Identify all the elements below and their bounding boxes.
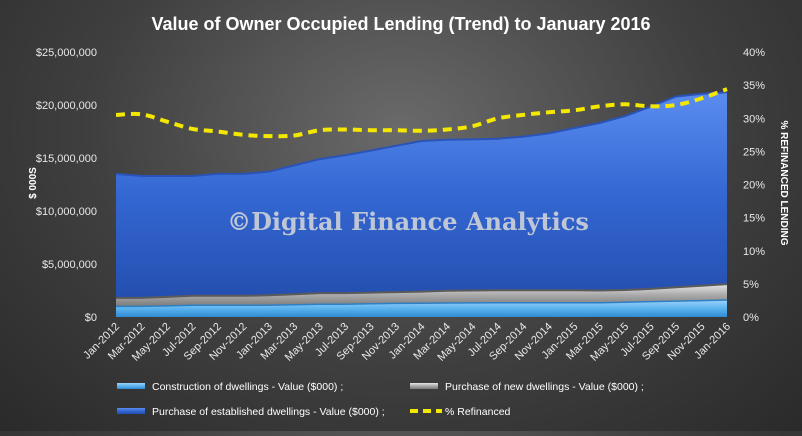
chart-title: Value of Owner Occupied Lending (Trend) … xyxy=(151,14,650,34)
legend-label-construction: Construction of dwellings - Value ($000)… xyxy=(152,381,343,393)
y2-axis-ticks: 0% 5% 10% 15% 20% 25% 30% 35% 40% xyxy=(743,47,765,324)
y-tick-label: $25,000,000 xyxy=(36,47,97,59)
y2-tick-label: 20% xyxy=(743,180,765,192)
y2-tick-label: 15% xyxy=(743,213,765,225)
y2-axis-title: % REFINANCED LENDING xyxy=(778,120,789,245)
y2-tick-label: 10% xyxy=(743,246,765,258)
legend-swatch-new-dwellings xyxy=(410,383,438,389)
stacked-areas xyxy=(115,91,728,317)
edge-construction xyxy=(116,299,728,308)
legend-swatch-construction xyxy=(117,383,145,389)
area-new-dwellings xyxy=(116,284,727,307)
edge-new-dwellings xyxy=(116,283,728,299)
y-axis-ticks: $0 $5,000,000 $10,000,000 $15,000,000 $20,00… xyxy=(36,47,97,324)
legend-swatch-established-dwellings xyxy=(117,408,145,414)
y-axis-title: $ 000S xyxy=(28,167,39,199)
line-refinanced xyxy=(115,87,728,139)
y2-tick-label: 35% xyxy=(743,80,765,92)
y2-tick-label: 30% xyxy=(743,113,765,125)
area-established-dwellings xyxy=(116,92,727,298)
y-tick-label: $20,000,000 xyxy=(36,100,97,112)
edge-established-dwellings xyxy=(115,91,728,177)
legend-label-new-dwellings: Purchase of new dwellings - Value ($000)… xyxy=(445,381,644,393)
legend-label-established-dwellings: Purchase of established dwellings - Valu… xyxy=(152,406,385,418)
y-tick-label: $15,000,000 xyxy=(36,153,97,165)
y-tick-label: $10,000,000 xyxy=(36,206,97,218)
area-construction xyxy=(116,300,727,317)
y2-tick-label: 40% xyxy=(743,47,765,59)
y-tick-label: $0 xyxy=(85,312,97,324)
y2-tick-label: 5% xyxy=(743,279,759,291)
y-tick-label: $5,000,000 xyxy=(42,259,97,271)
y2-tick-label: 0% xyxy=(743,312,759,324)
legend-label-refinanced: % Refinanced xyxy=(445,406,511,418)
watermark: ©Digital Finance Analytics xyxy=(227,207,589,236)
refinanced-line-layer xyxy=(115,87,728,139)
legend: Construction of dwellings - Value ($000)… xyxy=(117,381,644,418)
y2-tick-label: 25% xyxy=(743,146,765,158)
x-axis-ticks: Jan-2012Mar-2012May-2012Jul-2012Sep-2012… xyxy=(81,321,733,364)
